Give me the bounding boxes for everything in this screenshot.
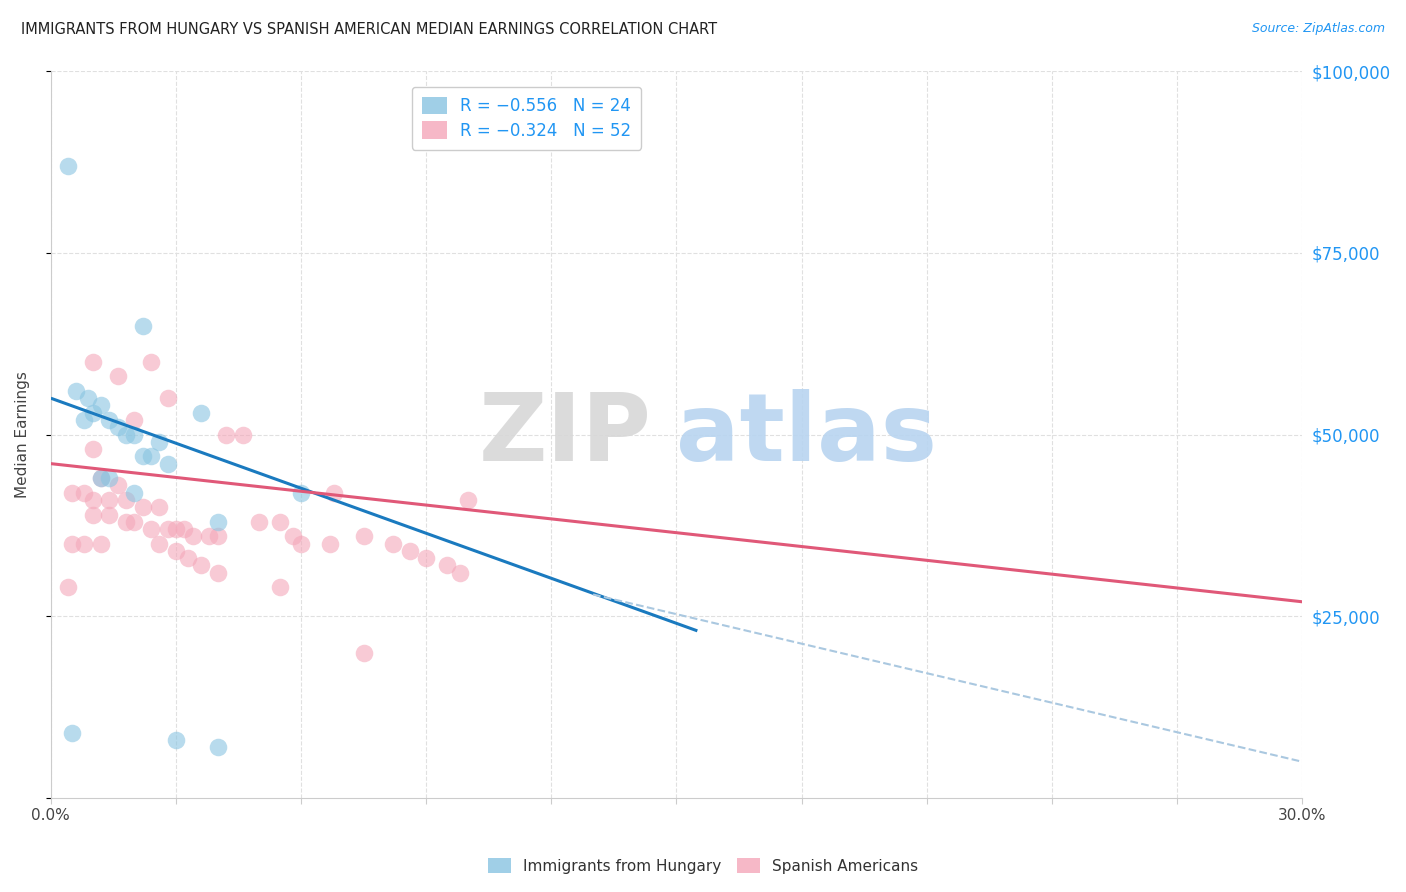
Point <box>131 450 153 464</box>
Point <box>290 536 312 550</box>
Point <box>177 551 200 566</box>
Point <box>139 355 162 369</box>
Point <box>156 522 179 536</box>
Point <box>173 522 195 536</box>
Point <box>323 485 346 500</box>
Legend: R = −0.556   N = 24, R = −0.324   N = 52: R = −0.556 N = 24, R = −0.324 N = 52 <box>412 87 641 150</box>
Point <box>115 427 138 442</box>
Point <box>60 536 83 550</box>
Point <box>122 485 145 500</box>
Point <box>56 580 79 594</box>
Point <box>398 544 420 558</box>
Point <box>215 427 238 442</box>
Point <box>73 536 96 550</box>
Text: IMMIGRANTS FROM HUNGARY VS SPANISH AMERICAN MEDIAN EARNINGS CORRELATION CHART: IMMIGRANTS FROM HUNGARY VS SPANISH AMERI… <box>21 22 717 37</box>
Point <box>207 566 229 580</box>
Point <box>90 536 112 550</box>
Point <box>269 580 291 594</box>
Point <box>207 529 229 543</box>
Point <box>82 406 104 420</box>
Point <box>60 725 83 739</box>
Point <box>290 485 312 500</box>
Point <box>131 500 153 515</box>
Point <box>148 536 170 550</box>
Point <box>56 159 79 173</box>
Point <box>98 413 121 427</box>
Point <box>77 391 100 405</box>
Point <box>148 500 170 515</box>
Point <box>131 318 153 333</box>
Point <box>60 485 83 500</box>
Point <box>82 493 104 508</box>
Point <box>98 471 121 485</box>
Point <box>90 399 112 413</box>
Point <box>353 529 375 543</box>
Point <box>165 732 187 747</box>
Point <box>73 485 96 500</box>
Point <box>82 355 104 369</box>
Point <box>107 420 129 434</box>
Point <box>353 646 375 660</box>
Point <box>165 544 187 558</box>
Point <box>82 442 104 456</box>
Point <box>269 515 291 529</box>
Point <box>122 413 145 427</box>
Point <box>107 478 129 492</box>
Y-axis label: Median Earnings: Median Earnings <box>15 371 30 498</box>
Text: Source: ZipAtlas.com: Source: ZipAtlas.com <box>1251 22 1385 36</box>
Point <box>115 515 138 529</box>
Point <box>90 471 112 485</box>
Point <box>156 391 179 405</box>
Point <box>198 529 221 543</box>
Point <box>165 522 187 536</box>
Point <box>232 427 254 442</box>
Point <box>436 558 458 573</box>
Point <box>148 434 170 449</box>
Point <box>122 515 145 529</box>
Point <box>247 515 270 529</box>
Point <box>107 369 129 384</box>
Point <box>139 450 162 464</box>
Point <box>190 406 212 420</box>
Point <box>90 471 112 485</box>
Point <box>319 536 342 550</box>
Point <box>122 427 145 442</box>
Point <box>457 493 479 508</box>
Point <box>381 536 404 550</box>
Point <box>65 384 87 398</box>
Point <box>207 515 229 529</box>
Text: ZIP: ZIP <box>478 389 651 481</box>
Point <box>73 413 96 427</box>
Point <box>190 558 212 573</box>
Legend: Immigrants from Hungary, Spanish Americans: Immigrants from Hungary, Spanish America… <box>482 852 924 880</box>
Point <box>82 508 104 522</box>
Point <box>98 493 121 508</box>
Point <box>156 457 179 471</box>
Point <box>139 522 162 536</box>
Point <box>98 508 121 522</box>
Point <box>449 566 471 580</box>
Point <box>415 551 437 566</box>
Text: atlas: atlas <box>676 389 938 481</box>
Point <box>115 493 138 508</box>
Point <box>207 740 229 755</box>
Point <box>181 529 204 543</box>
Point <box>281 529 304 543</box>
